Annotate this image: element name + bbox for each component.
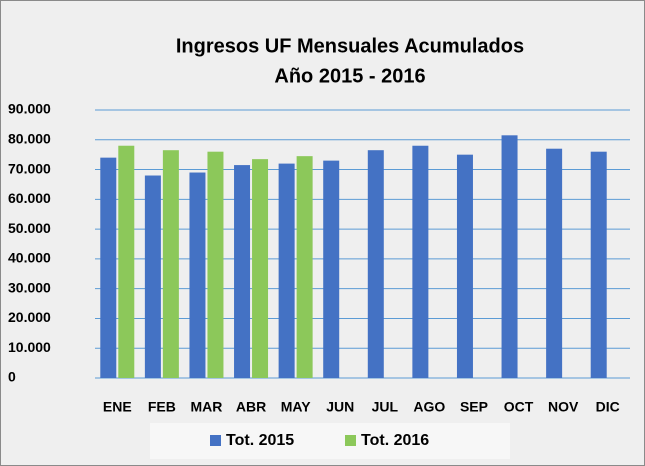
chart-title: Ingresos UF Mensuales Acumulados: [176, 35, 524, 57]
bar: [296, 156, 313, 378]
y-tick-label: 10.000: [8, 339, 51, 355]
x-tick-label: JUN: [326, 399, 354, 415]
y-tick-label: 70.000: [8, 160, 51, 176]
x-tick-label: ABR: [236, 399, 266, 415]
bar: [252, 159, 269, 378]
x-tick-label: NOV: [548, 399, 579, 415]
bar: [501, 135, 518, 378]
y-tick-label: 0: [8, 369, 16, 385]
bar: [189, 172, 206, 378]
bar: [456, 154, 473, 378]
bar: [367, 150, 384, 378]
y-tick-label: 80.000: [8, 130, 51, 146]
legend-box: [150, 423, 510, 459]
y-tick-label: 20.000: [8, 309, 51, 325]
chart-title: Año 2015 - 2016: [274, 65, 425, 87]
x-tick-label: OCT: [504, 399, 534, 415]
bar: [412, 145, 429, 378]
bar: [118, 145, 135, 378]
y-tick-label: 60.000: [8, 190, 51, 206]
y-tick-label: 50.000: [8, 220, 51, 236]
legend-swatch: [210, 435, 221, 446]
y-tick-label: 30.000: [8, 279, 51, 295]
bar: [162, 150, 179, 378]
legend-label: Tot. 2015: [226, 432, 294, 449]
x-tick-label: JUL: [372, 399, 399, 415]
x-tick-label: MAY: [281, 399, 311, 415]
legend-swatch: [345, 435, 356, 446]
bar: [323, 160, 340, 378]
x-tick-label: SEP: [460, 399, 488, 415]
x-tick-label: AGO: [413, 399, 445, 415]
x-tick-label: FEB: [148, 399, 176, 415]
bar: [546, 148, 563, 378]
bar: [234, 165, 251, 378]
bar: [100, 157, 117, 378]
x-tick-label: DIC: [596, 399, 620, 415]
y-tick-label: 40.000: [8, 250, 51, 266]
x-tick-label: MAR: [191, 399, 223, 415]
bar: [278, 163, 295, 378]
bar: [590, 151, 607, 378]
bar: [144, 175, 161, 378]
legend-label: Tot. 2016: [361, 432, 429, 449]
y-tick-label: 90.000: [8, 101, 51, 117]
x-tick-label: ENE: [103, 399, 132, 415]
bar: [207, 151, 224, 378]
